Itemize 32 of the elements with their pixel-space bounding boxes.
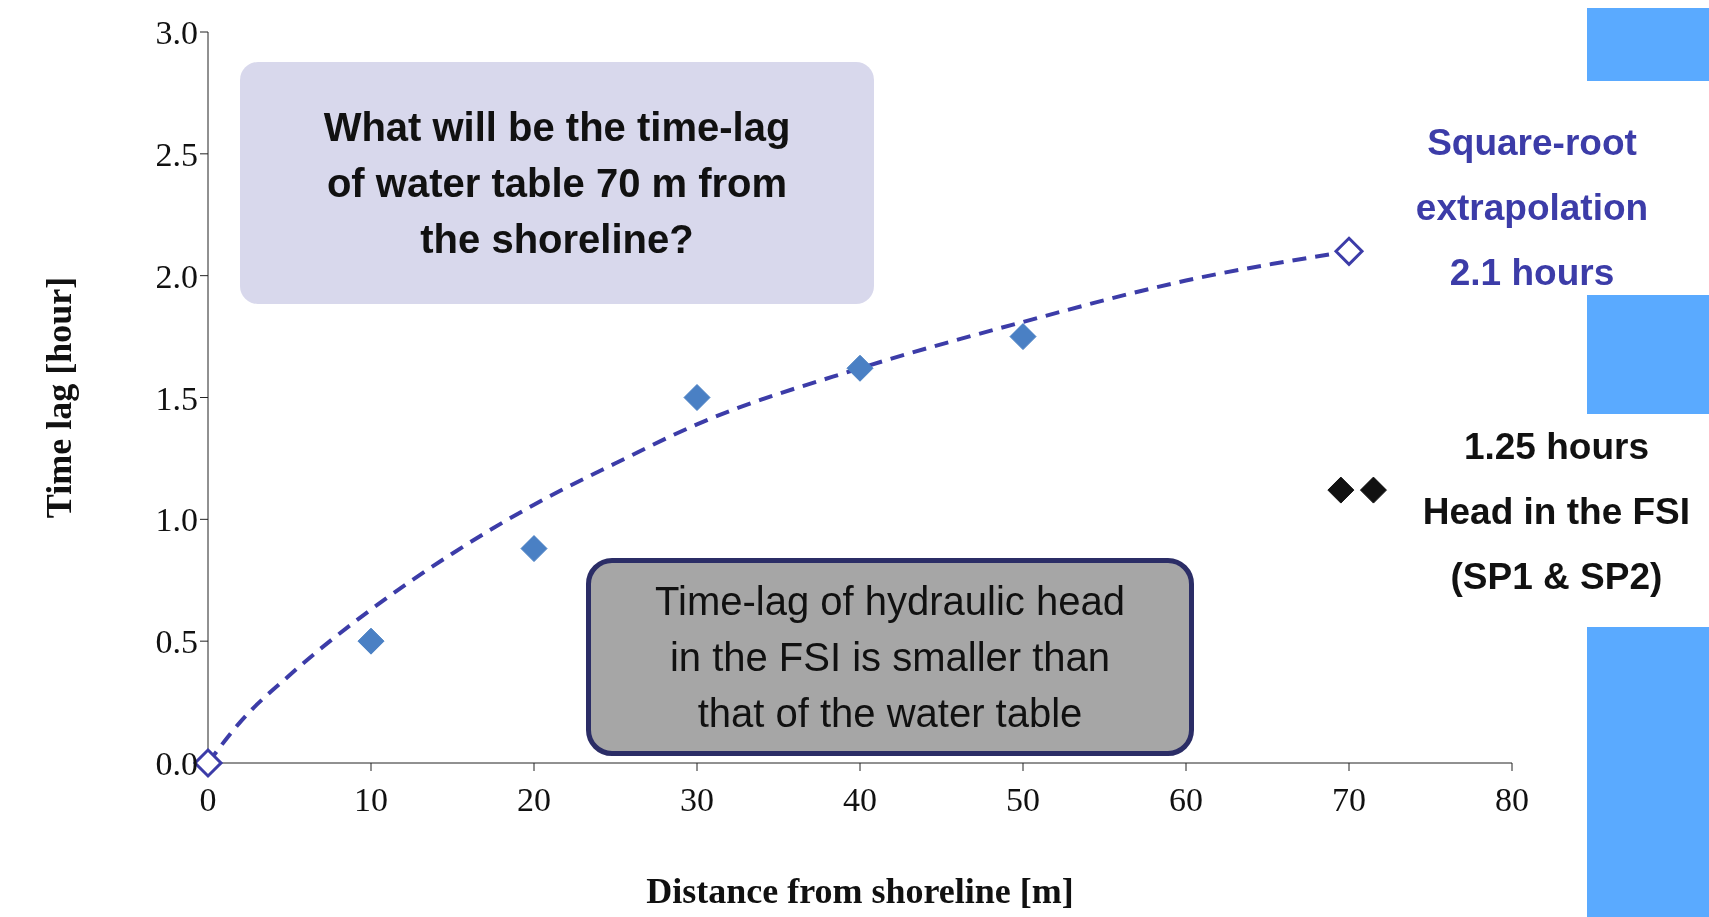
y-axis-title: Time lag [hour] xyxy=(38,276,79,519)
annotation: Time-lag of hydraulic head in the FSI is smaller than that of the water table xyxy=(654,578,1126,737)
x-tick-label: 20 xyxy=(517,781,551,819)
point xyxy=(1359,476,1387,504)
x-tick-label: 0 xyxy=(199,781,217,819)
point xyxy=(1009,323,1037,351)
callout-box: What will be the time-lag of water table 70 m from the shoreline? xyxy=(240,62,874,304)
point xyxy=(357,627,385,655)
x-tick-label: 60 xyxy=(1169,781,1203,819)
annotation: Square-root extrapolation 2.1 hours xyxy=(1414,121,1650,295)
annotation: What will be the time-lag of water table 70 m from the shoreline? xyxy=(322,104,792,263)
y-tick-label: 0.5 xyxy=(155,623,198,661)
point xyxy=(1334,236,1364,266)
y-tick-label: 1.0 xyxy=(155,501,198,539)
x-tick-label: 30 xyxy=(680,781,714,819)
point xyxy=(683,384,711,411)
x-tick-label: 40 xyxy=(843,781,877,819)
point xyxy=(520,535,548,563)
x-tick-label: 70 xyxy=(1332,781,1366,819)
x-tick-label: 80 xyxy=(1495,781,1529,819)
annotation: 1.25 hours Head in the FSI (SP1 & SP2) xyxy=(1421,425,1692,599)
x-axis-title: Distance from shoreline [m] xyxy=(646,871,1074,911)
y-tick-label: 1.5 xyxy=(155,379,198,417)
y-tick-label: 3.0 xyxy=(155,14,198,52)
y-tick-label: 2.0 xyxy=(155,257,198,295)
point xyxy=(846,354,874,382)
y-tick-label: 2.5 xyxy=(155,135,198,173)
x-tick-label: 50 xyxy=(1006,781,1040,819)
y-tick-label: 0.0 xyxy=(155,745,198,783)
point xyxy=(1327,476,1355,504)
callout-box: Time-lag of hydraulic head in the FSI is smaller than that of the water table xyxy=(586,558,1194,756)
x-tick-label: 10 xyxy=(354,781,388,819)
